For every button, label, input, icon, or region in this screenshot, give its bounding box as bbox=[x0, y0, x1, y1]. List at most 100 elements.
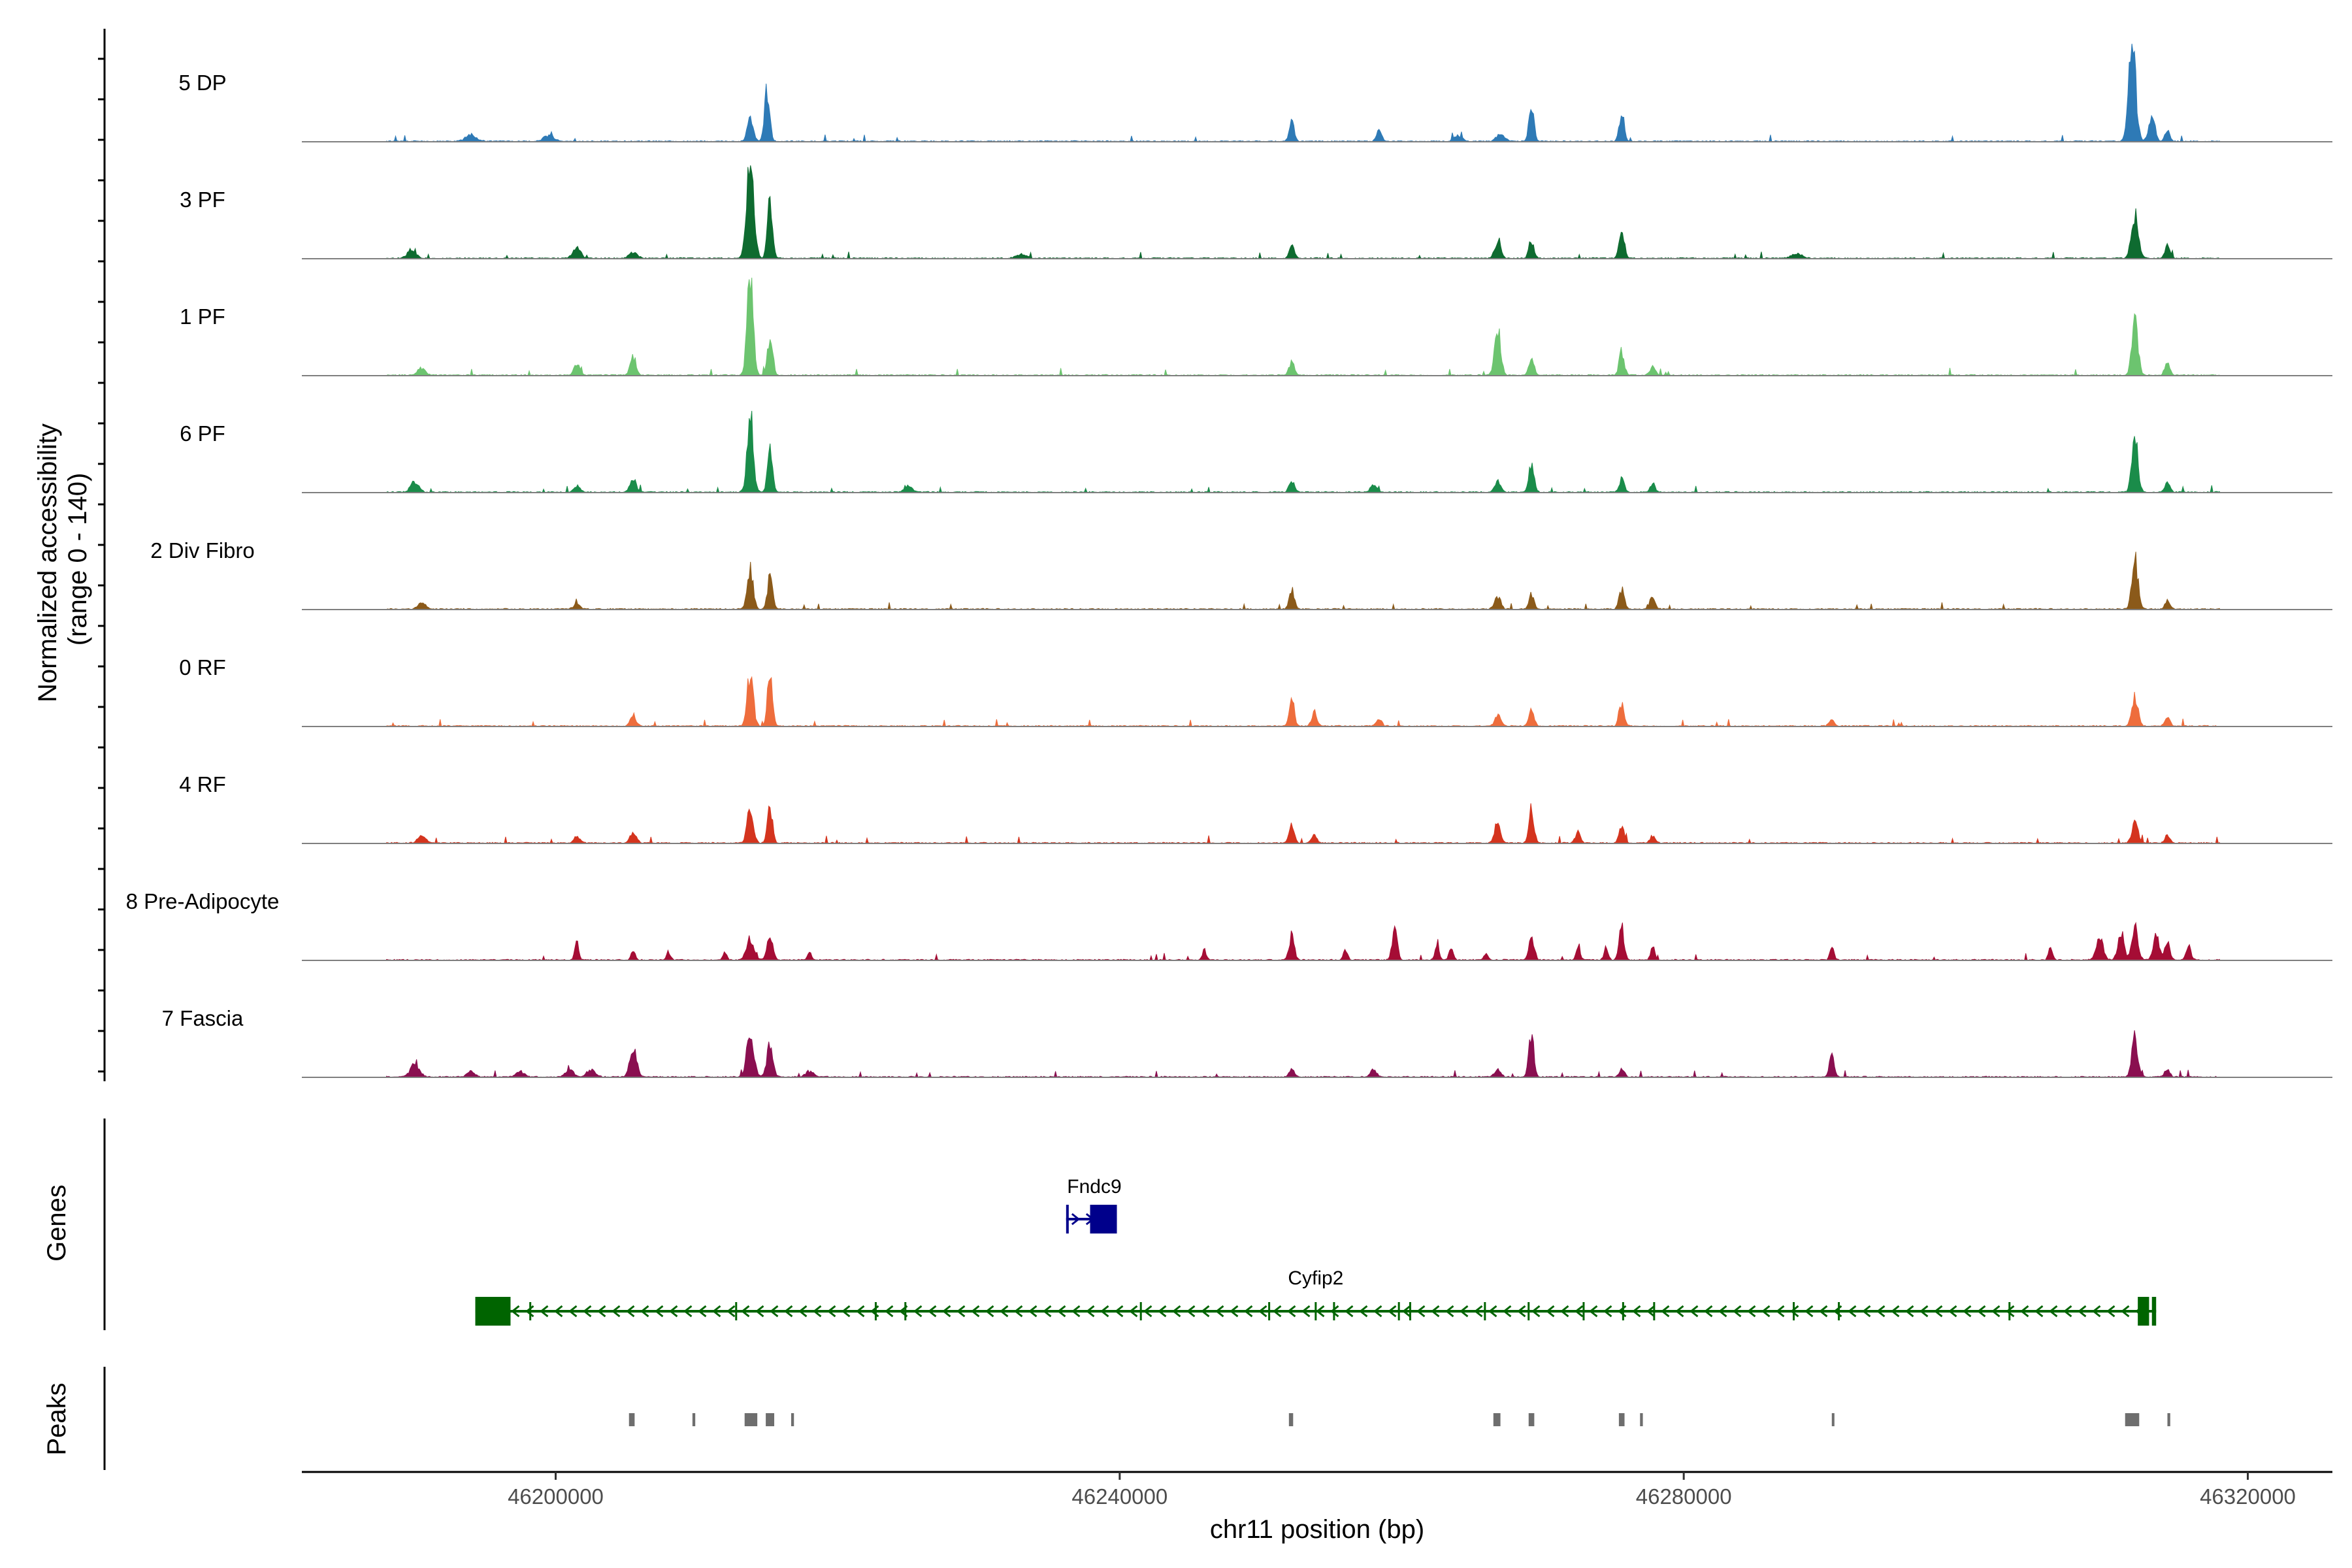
genes-panel-title: Genes bbox=[42, 1184, 71, 1262]
strand-arrow bbox=[1416, 1305, 1426, 1318]
gene-annotations: Fndc9 Cyfip2 bbox=[475, 1176, 2157, 1326]
strand-arrow bbox=[655, 1305, 664, 1318]
exon bbox=[1090, 1205, 1117, 1233]
coverage-tracks: 5 DP 3 PF 1 PF 6 PF 2 Div Fibro 0 RF 4 RF 8 Pre… bbox=[126, 43, 2332, 1078]
strand-arrow bbox=[727, 1305, 736, 1318]
strand-arrow bbox=[1488, 1305, 1497, 1318]
strand-arrow bbox=[971, 1305, 980, 1318]
strand-arrow bbox=[913, 1305, 923, 1318]
strand-arrow bbox=[770, 1305, 779, 1318]
track-3-pf: 3 PF bbox=[180, 165, 2332, 259]
peak-box bbox=[1640, 1413, 1643, 1426]
strand-arrow bbox=[942, 1305, 951, 1318]
strand-arrow bbox=[741, 1305, 750, 1318]
strand-arrow bbox=[511, 1305, 520, 1318]
strand-arrow bbox=[956, 1305, 966, 1318]
strand-arrow bbox=[583, 1305, 592, 1318]
strand-arrow bbox=[798, 1305, 808, 1318]
x-tick-label: 46320000 bbox=[2200, 1484, 2296, 1509]
peak-box bbox=[791, 1413, 794, 1426]
strand-arrow bbox=[1862, 1305, 1871, 1318]
strand-arrow bbox=[1934, 1305, 1943, 1318]
strand-arrow bbox=[1071, 1213, 1081, 1226]
strand-arrow bbox=[1503, 1305, 1512, 1318]
strand-arrow bbox=[1330, 1305, 1339, 1318]
strand-arrow bbox=[1014, 1305, 1023, 1318]
strand-arrow bbox=[540, 1305, 549, 1318]
strand-arrow bbox=[1388, 1305, 1397, 1318]
strand-arrow bbox=[1646, 1305, 1656, 1318]
strand-arrow bbox=[2106, 1305, 2115, 1318]
strand-arrow bbox=[568, 1305, 578, 1318]
gene-label: Fndc9 bbox=[1067, 1176, 1121, 1198]
strand-arrow bbox=[1733, 1305, 1742, 1318]
strand-arrow bbox=[1445, 1305, 1454, 1318]
strand-arrow bbox=[1000, 1305, 1009, 1318]
peaks-panel-title: Peaks bbox=[42, 1382, 71, 1455]
strand-arrow bbox=[1776, 1305, 1785, 1318]
strand-arrow bbox=[1575, 1305, 1584, 1318]
strand-arrow bbox=[1359, 1305, 1368, 1318]
strand-arrow bbox=[1287, 1305, 1296, 1318]
strand-arrow bbox=[612, 1305, 621, 1318]
y-axis-title-line2: (range 0 - 140) bbox=[63, 473, 92, 646]
strand-arrow bbox=[1704, 1305, 1713, 1318]
strand-arrow bbox=[640, 1305, 649, 1318]
peak-box bbox=[629, 1413, 635, 1426]
x-axis-title: chr11 position (bp) bbox=[1210, 1515, 1424, 1544]
track-label: 1 PF bbox=[180, 304, 225, 329]
strand-arrow bbox=[597, 1305, 606, 1318]
strand-arrow bbox=[1718, 1305, 1727, 1318]
strand-arrow bbox=[698, 1305, 707, 1318]
track-label: 0 RF bbox=[179, 655, 226, 679]
strand-arrow bbox=[1977, 1305, 1986, 1318]
strand-arrow bbox=[2020, 1305, 2029, 1318]
strand-arrow bbox=[1186, 1305, 1196, 1318]
track-1-pf: 1 PF bbox=[180, 277, 2332, 376]
strand-arrow bbox=[928, 1305, 937, 1318]
strand-arrow bbox=[1905, 1305, 1914, 1318]
track-7-fascia: 7 Fascia bbox=[162, 1006, 2332, 1078]
strand-arrow bbox=[1316, 1305, 1325, 1318]
strand-arrow bbox=[1761, 1305, 1771, 1318]
strand-arrow bbox=[1517, 1305, 1526, 1318]
strand-arrow bbox=[1560, 1305, 1569, 1318]
track-2-div-fibro: 2 Div Fibro bbox=[150, 538, 2332, 610]
strand-arrow bbox=[813, 1305, 822, 1318]
strand-arrow bbox=[1043, 1305, 1052, 1318]
track-label: 2 Div Fibro bbox=[150, 538, 255, 563]
gene-label: Cyfip2 bbox=[1288, 1267, 1343, 1289]
track-8-pre-adipocyte: 8 Pre-Adipocyte bbox=[126, 889, 2332, 961]
strand-arrow bbox=[554, 1305, 563, 1318]
strand-arrow bbox=[2092, 1305, 2101, 1318]
strand-arrow bbox=[1100, 1305, 1109, 1318]
strand-arrow bbox=[1474, 1305, 1483, 1318]
strand-arrow bbox=[784, 1305, 793, 1318]
strand-arrow bbox=[827, 1305, 836, 1318]
strand-arrow bbox=[1431, 1305, 1440, 1318]
strand-arrow bbox=[755, 1305, 764, 1318]
strand-arrow bbox=[1244, 1305, 1253, 1318]
strand-arrow bbox=[1301, 1305, 1311, 1318]
peak-box bbox=[2125, 1413, 2140, 1426]
peak-box bbox=[1493, 1413, 1501, 1426]
strand-arrow bbox=[1345, 1305, 1354, 1318]
strand-arrow bbox=[856, 1305, 865, 1318]
strand-arrow bbox=[1086, 1305, 1095, 1318]
strand-arrow bbox=[885, 1305, 894, 1318]
strand-arrow bbox=[1273, 1305, 1282, 1318]
strand-arrow bbox=[841, 1305, 851, 1318]
coverage-y-axis bbox=[98, 29, 106, 1081]
strand-arrow bbox=[1201, 1305, 1210, 1318]
strand-arrow bbox=[1143, 1305, 1152, 1318]
strand-arrow bbox=[1460, 1305, 1469, 1318]
strand-arrow bbox=[985, 1305, 994, 1318]
peak-box bbox=[744, 1413, 758, 1426]
strand-arrow bbox=[1675, 1305, 1684, 1318]
track-4-rf: 4 RF bbox=[179, 772, 2332, 844]
strand-arrow bbox=[1546, 1305, 1555, 1318]
strand-arrow bbox=[1215, 1305, 1224, 1318]
strand-arrow bbox=[1589, 1305, 1598, 1318]
track-label: 6 PF bbox=[180, 421, 225, 446]
